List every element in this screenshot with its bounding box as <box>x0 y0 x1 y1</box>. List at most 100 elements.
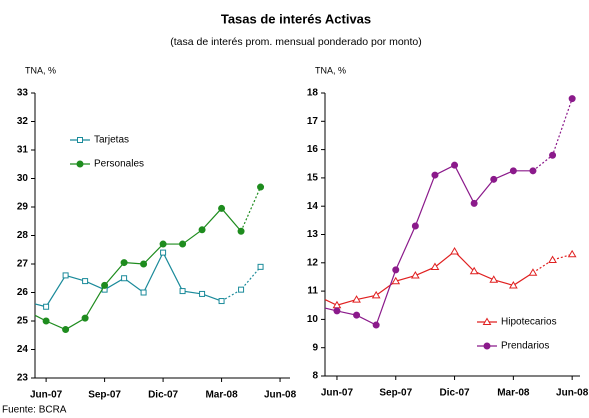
marker <box>549 151 557 159</box>
marker <box>371 290 381 299</box>
marker <box>431 171 439 179</box>
marker <box>469 266 479 275</box>
chart-subtitle: (tasa de interés prom. mensual ponderado… <box>170 36 422 48</box>
y-tick-label: 8 <box>312 371 318 382</box>
x-tick-label: Jun-08 <box>556 388 589 399</box>
marker <box>451 161 459 169</box>
marker <box>238 286 245 293</box>
x-tick-label: Dic-07 <box>148 390 178 401</box>
marker <box>77 137 83 143</box>
line-projection <box>240 186 262 232</box>
line <box>324 250 534 306</box>
marker <box>483 342 491 350</box>
marker <box>140 289 147 296</box>
line-projection <box>221 266 262 302</box>
y-tick-label: 31 <box>17 145 29 156</box>
marker <box>508 280 518 289</box>
marker <box>257 183 265 191</box>
marker <box>198 226 206 234</box>
marker <box>548 255 557 263</box>
marker <box>140 260 148 268</box>
x-tick-label: Dic-07 <box>440 388 470 399</box>
marker <box>352 295 361 303</box>
y-tick-label: 12 <box>307 257 319 268</box>
marker <box>42 317 50 325</box>
y-tick-label: 9 <box>312 342 318 353</box>
y-tick-label: 18 <box>307 88 319 99</box>
marker <box>62 272 69 279</box>
y-tick-label: 30 <box>17 173 29 184</box>
x-tick-label: Jun-08 <box>264 390 297 401</box>
x-tick-label: Sep-07 <box>88 390 121 401</box>
marker <box>411 222 419 230</box>
marker <box>489 275 499 283</box>
chart-title: Tasas de interés Activas <box>221 11 371 26</box>
marker <box>372 321 380 329</box>
legend-label: Hipotecarios <box>501 317 557 328</box>
y-tick-label: 32 <box>17 116 29 127</box>
marker <box>410 271 420 279</box>
line-projection <box>532 253 573 274</box>
y-tick-label: 25 <box>17 316 29 327</box>
y-tick-label: 24 <box>17 344 29 355</box>
marker <box>121 275 128 282</box>
marker <box>76 160 84 168</box>
marker <box>237 227 245 235</box>
y-tick-label: 13 <box>307 229 319 240</box>
legend-label: Prendarios <box>501 341 549 352</box>
marker <box>120 259 128 267</box>
marker <box>62 326 70 334</box>
y-tick-label: 16 <box>307 144 319 155</box>
marker <box>470 199 478 207</box>
x-tick-label: Sep-07 <box>379 388 412 399</box>
legend-label: Personales <box>94 159 144 170</box>
marker <box>101 281 109 289</box>
y-axis-label: TNA, % <box>315 65 346 75</box>
marker <box>257 263 264 270</box>
x-tick-label: Mar-08 <box>497 388 530 399</box>
marker <box>450 246 459 255</box>
marker <box>391 276 401 285</box>
marker <box>333 307 341 315</box>
source: Fuente: BCRA <box>2 405 67 416</box>
legend-label: Tarjetas <box>94 135 129 146</box>
marker <box>568 95 576 103</box>
marker <box>529 167 537 175</box>
marker <box>43 303 50 310</box>
y-tick-label: 26 <box>17 287 29 298</box>
y-axis-label: TNA, % <box>25 65 56 75</box>
y-tick-label: 27 <box>17 259 29 270</box>
marker <box>567 249 577 258</box>
y-tick-label: 15 <box>307 173 319 184</box>
y-tick-label: 14 <box>307 201 319 212</box>
marker <box>392 266 400 274</box>
marker <box>353 311 361 319</box>
y-tick-label: 17 <box>307 116 319 127</box>
marker <box>482 317 492 325</box>
x-tick-label: Jun-07 <box>30 390 63 401</box>
marker <box>160 249 167 256</box>
x-tick-label: Jun-07 <box>321 388 354 399</box>
marker <box>179 240 187 248</box>
marker <box>81 314 89 322</box>
marker <box>218 298 225 305</box>
marker <box>509 167 517 175</box>
y-tick-label: 28 <box>17 230 29 241</box>
y-tick-label: 33 <box>17 88 29 99</box>
marker <box>199 290 206 297</box>
y-tick-label: 29 <box>17 202 29 213</box>
y-tick-label: 10 <box>307 314 319 325</box>
marker <box>490 175 498 183</box>
marker <box>528 268 538 276</box>
y-tick-label: 23 <box>17 373 29 384</box>
marker <box>179 288 186 295</box>
line-projection <box>532 98 573 172</box>
marker <box>218 204 226 212</box>
y-tick-label: 11 <box>307 286 318 297</box>
x-tick-label: Mar-08 <box>205 390 238 401</box>
marker <box>82 278 89 285</box>
marker <box>159 240 167 248</box>
line <box>34 207 242 331</box>
line <box>34 251 222 308</box>
